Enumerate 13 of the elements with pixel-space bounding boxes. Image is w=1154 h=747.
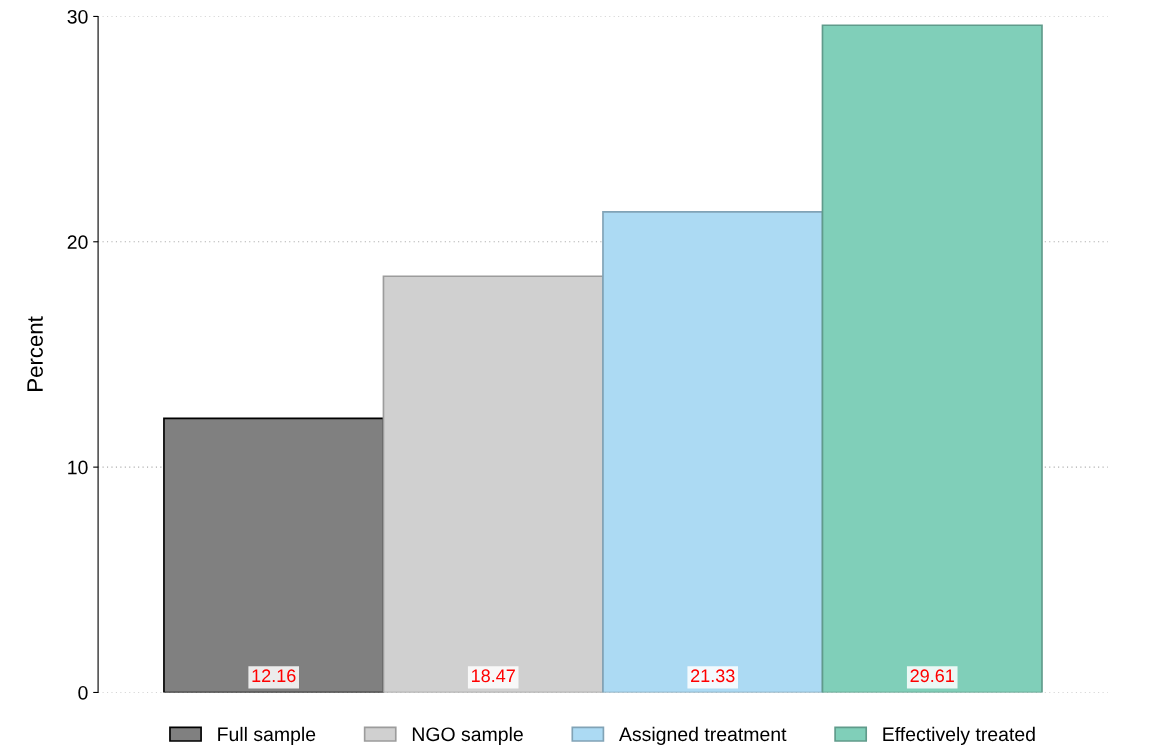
legend-label: NGO sample (412, 726, 523, 745)
legend-label: Assigned treatment (619, 726, 787, 745)
y-tick-label: 0 (78, 685, 88, 700)
data-label: 18.47 (472, 669, 515, 683)
data-label: 29.61 (910, 669, 954, 683)
y-axis-title: Percent (27, 316, 43, 391)
legend-label: Full sample (218, 726, 316, 745)
y-tick-label: 20 (67, 235, 88, 250)
y-tick-label: 30 (67, 9, 88, 24)
y-tick-label: 10 (68, 460, 88, 475)
data-label: 21.33 (691, 669, 735, 683)
legend-label: Effectively treated (883, 726, 1035, 745)
data-label: 12.16 (252, 669, 296, 683)
